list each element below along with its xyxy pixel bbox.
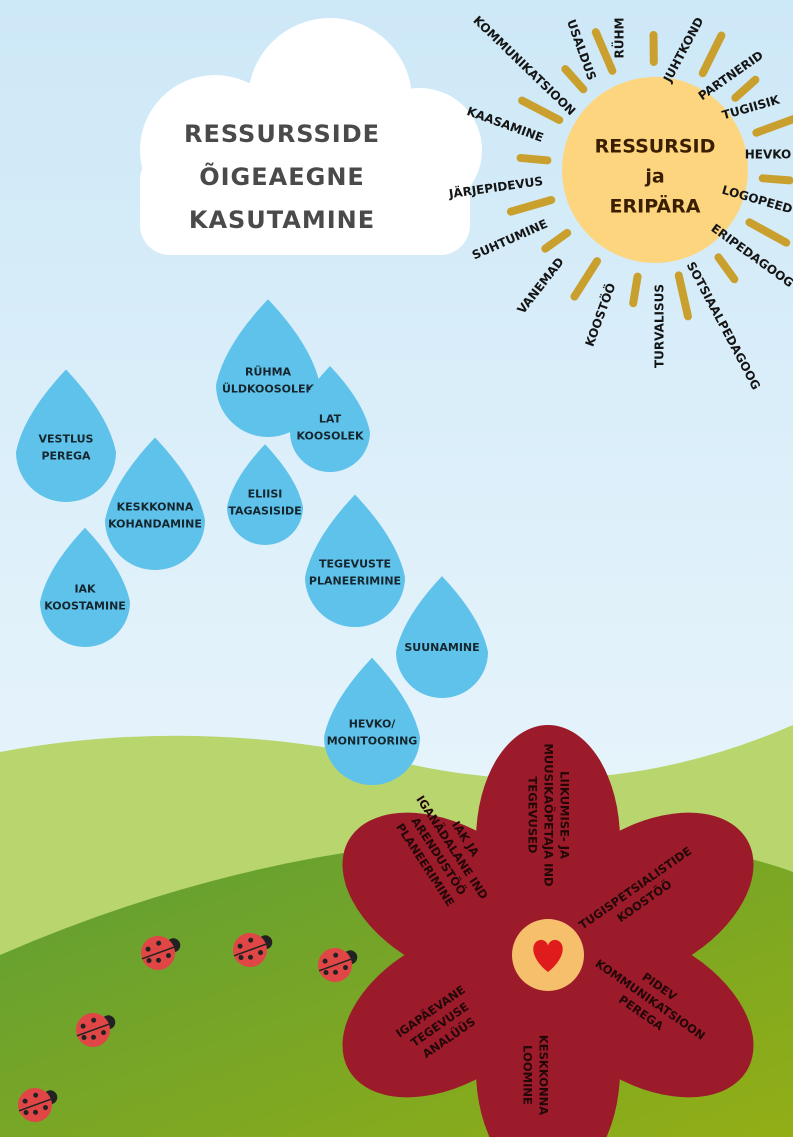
cloud-title-group: RESSURSSIDE ÕIGEAEGNE KASUTAMINE [184, 120, 380, 234]
cloud-title: RESSURSSIDE [184, 120, 380, 148]
petal-label: KESKKONNA [537, 1035, 551, 1115]
poster: RESSURSSIDE ÕIGEAEGNE KASUTAMINE RESSURSID j… [0, 0, 793, 1137]
ray-label: HEVKO [745, 148, 792, 162]
drop-label: ELIISI [248, 488, 283, 501]
drop-label: VESTLUS [39, 433, 94, 446]
drop-label: KOHANDAMINE [108, 518, 202, 531]
drop-label: KOOSOLEK [296, 430, 364, 443]
sun-title: ERIPÄRA [610, 194, 701, 218]
ray-label-group: TURVALISUS [653, 284, 667, 368]
drop-label: LAT [319, 413, 342, 426]
sun-ray [633, 277, 637, 304]
ray-label: RÜHM [612, 18, 627, 59]
drop-label: TAGASISIDE [228, 505, 301, 518]
sun-ray [763, 178, 790, 180]
drop-label: PLANEERIMINE [309, 575, 401, 588]
drop-label: MONITOORING [327, 735, 418, 748]
drop-label: KESKKONNA [117, 501, 194, 514]
drop-label: TEGEVUSTE [319, 558, 391, 571]
petal-label: LIIKUMISE- JA [558, 771, 572, 859]
page: RESSURSSIDE ÕIGEAEGNE KASUTAMINE RESSURSID j… [0, 0, 793, 1137]
petal-label: MUUSIKAÕPETAJA IND [542, 743, 557, 886]
sun-title: ja [644, 166, 664, 188]
cloud-title: KASUTAMINE [189, 206, 375, 234]
sun-title: RESSURSID [595, 136, 716, 158]
sun-ray [521, 158, 548, 160]
drop-label: KOOSTAMINE [44, 600, 126, 613]
petal-label: TEGEVUSED [526, 777, 540, 854]
cloud-title: ÕIGEAEGNE [199, 161, 365, 191]
ray-label: TURVALISUS [653, 284, 667, 368]
petal-label: LOOMINE [521, 1045, 535, 1105]
ray-label-group: RÜHM [612, 18, 627, 59]
drop-label: SUUNAMINE [404, 641, 479, 654]
drop-label: HEVKO/ [349, 718, 397, 731]
drop-label: IAK [74, 583, 96, 596]
drop-label: ÜLDKOOSOLEK [222, 382, 315, 396]
drop-label: PEREGA [41, 450, 91, 463]
drop-label: RÜHMA [245, 365, 292, 379]
drop-label-group: SUUNAMINE [404, 641, 479, 654]
ray-label-group: HEVKO [745, 148, 792, 162]
